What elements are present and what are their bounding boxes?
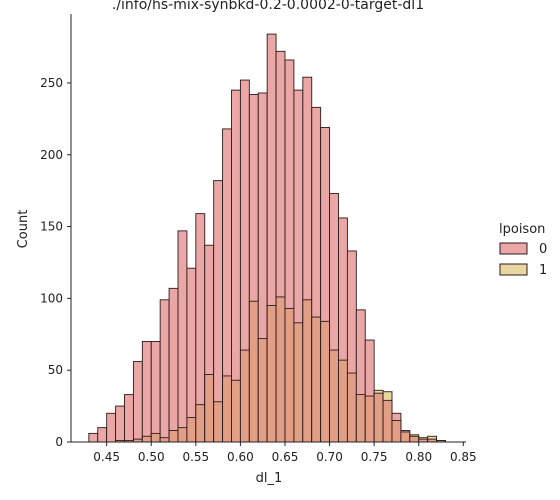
bar-series-0 (159, 299, 170, 443)
bar-series-1 (159, 437, 170, 443)
bar-series-1 (275, 296, 286, 443)
bar-series-1 (391, 420, 402, 443)
bar-series-1 (248, 300, 259, 443)
bar-series-1 (364, 395, 375, 443)
bar-series-0 (186, 267, 197, 443)
bar-series-1 (320, 320, 331, 443)
bars-group (88, 33, 446, 443)
bar-series-0 (177, 230, 188, 443)
y-ticks-group: 0 50 100 150 200 250 (40, 76, 71, 449)
x-tick-label: 0.45 (93, 450, 120, 464)
x-tick-label: 0.85 (450, 450, 477, 464)
bar-series-1 (150, 432, 161, 443)
x-tick-label: 0.55 (182, 450, 209, 464)
bar-series-1 (302, 299, 313, 443)
bar-series-1 (257, 338, 268, 443)
bar-series-1 (284, 307, 295, 443)
x-tick-label: 0.80 (405, 450, 432, 464)
bar-series-0 (382, 399, 393, 443)
legend-label-1: 1 (539, 263, 547, 278)
bar-series-1 (355, 394, 366, 443)
bar-series-1 (231, 379, 241, 443)
bar-series-1 (141, 435, 152, 443)
bar-series-1 (400, 431, 411, 443)
legend-title: lpoison (499, 222, 545, 237)
bar-series-1 (168, 430, 179, 443)
bar-series-0 (373, 392, 384, 443)
legend-swatch-0 (499, 242, 528, 255)
bar-series-0 (409, 435, 420, 443)
x-tick-label: 0.70 (316, 450, 343, 464)
bar-series-0 (106, 412, 117, 443)
bar-series-0 (132, 361, 143, 443)
bar-series-1 (338, 359, 348, 443)
bar-series-0 (97, 427, 108, 443)
chart-title: ./info/hs-mix-synbkd-0.2-0.0002-0-target… (112, 0, 424, 13)
bar-series-0 (141, 341, 152, 443)
x-axis-label: dl_1 (256, 471, 283, 486)
y-tick-label: 200 (40, 148, 63, 162)
x-ticks-group: 0.45 0.50 0.55 0.60 0.65 0.70 0.75 0.80 0.85 (93, 442, 477, 464)
bar-series-1 (213, 401, 224, 443)
bar-series-1 (222, 375, 232, 443)
y-tick-label: 0 (55, 435, 63, 449)
bar-series-1 (186, 417, 197, 443)
x-tick-label: 0.50 (138, 450, 165, 464)
bar-series-0 (88, 432, 99, 443)
bar-series-1 (239, 349, 250, 443)
x-tick-label: 0.75 (361, 450, 388, 464)
bar-series-1 (329, 349, 339, 443)
bar-series-0 (124, 394, 134, 443)
bar-series-1 (293, 322, 304, 443)
y-axis-label: Count (16, 210, 31, 249)
legend-label-0: 0 (539, 242, 547, 257)
legend: lpoison 0 1 (499, 222, 547, 278)
y-tick-label: 250 (40, 76, 63, 90)
x-tick-label: 0.60 (227, 450, 254, 464)
bar-series-1 (346, 372, 357, 443)
bar-series-0 (150, 341, 161, 443)
bar-series-1 (204, 374, 215, 443)
y-tick-label: 100 (40, 291, 63, 305)
y-tick-label: 150 (40, 220, 63, 234)
bar-series-1 (195, 404, 206, 443)
bar-series-0 (115, 405, 125, 443)
bar-series-1 (266, 305, 277, 443)
bar-series-1 (311, 316, 322, 443)
y-tick-label: 50 (48, 363, 63, 377)
x-tick-label: 0.65 (272, 450, 299, 464)
legend-swatch-1 (499, 263, 528, 276)
bar-series-1 (177, 427, 188, 443)
bar-series-0 (168, 287, 179, 443)
